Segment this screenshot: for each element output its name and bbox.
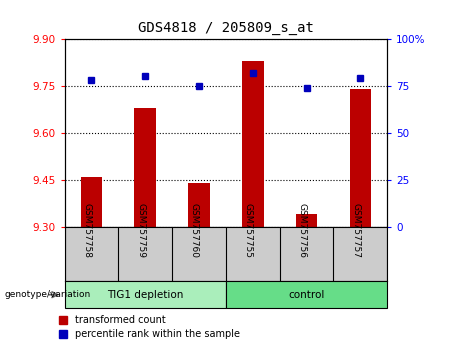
Bar bbox=[81, 177, 102, 227]
Bar bbox=[188, 183, 210, 227]
Text: GSM757756: GSM757756 bbox=[297, 204, 307, 258]
Bar bbox=[242, 61, 264, 227]
Text: GSM757760: GSM757760 bbox=[190, 204, 199, 258]
Bar bbox=[349, 89, 371, 227]
Text: TIG1 depletion: TIG1 depletion bbox=[107, 290, 183, 300]
Bar bbox=[226, 281, 387, 308]
Text: GSM757758: GSM757758 bbox=[83, 204, 91, 258]
Bar bbox=[135, 108, 156, 227]
Text: GSM757757: GSM757757 bbox=[351, 204, 361, 258]
Text: control: control bbox=[289, 290, 325, 300]
Text: genotype/variation: genotype/variation bbox=[5, 290, 91, 299]
Title: GDS4818 / 205809_s_at: GDS4818 / 205809_s_at bbox=[138, 21, 314, 35]
Text: GSM757759: GSM757759 bbox=[136, 204, 145, 258]
Bar bbox=[296, 214, 317, 227]
Text: GSM757755: GSM757755 bbox=[244, 204, 253, 258]
Bar bbox=[65, 281, 226, 308]
Legend: transformed count, percentile rank within the sample: transformed count, percentile rank withi… bbox=[55, 312, 244, 343]
